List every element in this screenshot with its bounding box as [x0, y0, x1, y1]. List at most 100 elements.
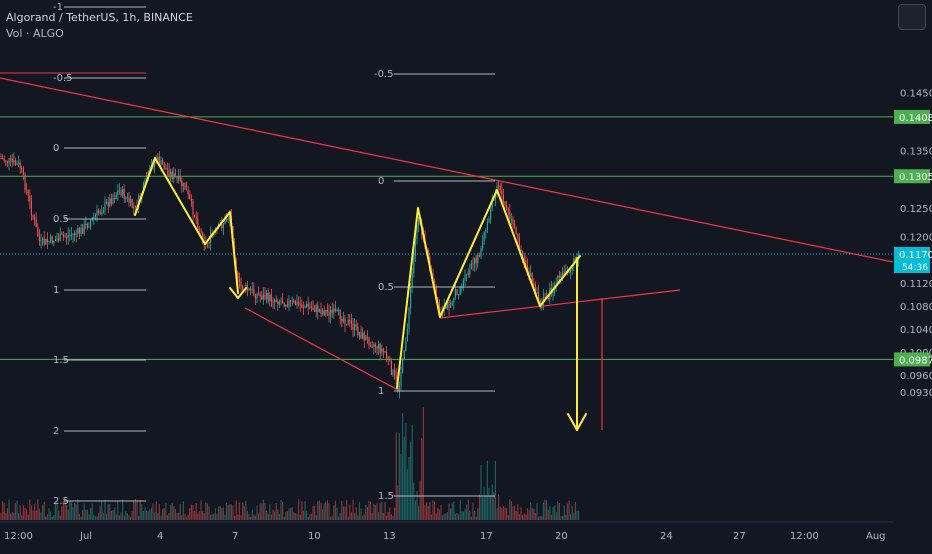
- candle-body: [288, 300, 290, 307]
- candle-body: [342, 318, 344, 322]
- volume-bar: [358, 502, 360, 520]
- volume-bar: [366, 506, 368, 520]
- candle-body: [379, 343, 381, 353]
- candle-body: [485, 229, 487, 233]
- volume-bar: [552, 507, 554, 520]
- volume-bar: [550, 514, 552, 520]
- volume-bar: [416, 491, 418, 520]
- volume-bar: [520, 507, 522, 520]
- candle-body: [398, 385, 400, 391]
- volume-bar: [302, 510, 304, 520]
- candle-body: [571, 265, 573, 271]
- candle-body: [154, 158, 156, 168]
- candle-body: [518, 237, 520, 250]
- time-tick-label: 17: [480, 531, 493, 542]
- candle-body: [274, 299, 276, 303]
- candle-body: [99, 212, 101, 214]
- volume-bar: [286, 511, 288, 520]
- candle-body: [290, 300, 292, 302]
- candle-body: [6, 161, 8, 163]
- price-tick-label: 0.1450: [900, 89, 932, 100]
- candle-body: [283, 303, 285, 307]
- candle-body: [323, 310, 325, 315]
- volume-bar: [77, 499, 79, 520]
- candle-body: [43, 238, 45, 245]
- candle-body: [536, 292, 538, 294]
- volume-bar: [243, 505, 245, 520]
- volume-bar: [229, 504, 231, 520]
- candle-body: [104, 202, 106, 211]
- candle-body: [498, 185, 500, 187]
- candle-body: [256, 293, 258, 299]
- volume-bar: [432, 500, 434, 520]
- volume-bar: [365, 504, 367, 520]
- volume-bar: [270, 514, 272, 520]
- candle-body: [278, 301, 280, 305]
- candle-body: [133, 207, 135, 209]
- candle-body: [341, 319, 343, 322]
- left-zigzag: [134, 157, 239, 294]
- candle-body: [82, 227, 84, 234]
- candle-body: [194, 214, 196, 217]
- volume-bar: [221, 507, 223, 520]
- candle-body: [62, 234, 64, 237]
- volume-bar: [66, 504, 68, 520]
- volume-bar: [70, 502, 72, 520]
- volume-bar: [418, 506, 420, 520]
- volume-bar: [370, 501, 372, 520]
- candle-body: [320, 309, 322, 314]
- volume-bar: [251, 509, 253, 520]
- volume-bar: [464, 509, 466, 520]
- price-label-text: 0.1408: [899, 113, 932, 124]
- volume-bar: [469, 510, 471, 520]
- volume-bar: [120, 512, 122, 520]
- candle-body: [360, 332, 362, 339]
- volume-bar: [394, 507, 396, 520]
- volume-bar: [157, 512, 159, 520]
- candle-body: [42, 238, 44, 240]
- volume-bar: [34, 503, 36, 520]
- volume-bar: [200, 500, 202, 520]
- fib-level-label: 0: [378, 176, 384, 187]
- chart-settings-button[interactable]: [898, 4, 926, 30]
- volume-bar: [26, 509, 28, 520]
- candle-body: [301, 304, 303, 308]
- volume-bar: [226, 502, 228, 520]
- volume-bar: [560, 516, 562, 520]
- candle-body: [395, 375, 397, 381]
- volume-bar: [426, 502, 428, 520]
- candle-body: [446, 302, 448, 309]
- candle-body: [200, 230, 202, 232]
- candle-body: [21, 167, 23, 170]
- volume-indicator-label[interactable]: Vol · ALGO: [6, 27, 64, 40]
- volume-bar: [309, 514, 311, 520]
- candle-body: [450, 305, 452, 308]
- candle-body: [282, 300, 284, 304]
- volume-bar: [472, 502, 474, 520]
- candle-body: [165, 168, 167, 170]
- volume-bar: [533, 508, 535, 520]
- candle-body: [374, 344, 376, 347]
- volume-bar: [398, 432, 400, 520]
- candle-body: [149, 167, 151, 172]
- candle-body: [557, 276, 559, 284]
- volume-bar: [304, 501, 306, 520]
- volume-bar: [528, 510, 530, 520]
- volume-bar: [51, 516, 53, 520]
- volume-bar: [195, 503, 197, 520]
- candle-body: [18, 162, 20, 164]
- neckline: [439, 289, 681, 319]
- volume-bar: [59, 515, 61, 520]
- volume-bar: [555, 512, 557, 520]
- candle-body: [115, 195, 117, 199]
- volume-bar: [368, 500, 370, 520]
- volume-bar: [357, 515, 359, 520]
- volume-bar: [326, 500, 328, 520]
- candle-body: [507, 208, 509, 212]
- volume-bar: [0, 512, 2, 520]
- volume-bar: [237, 514, 239, 520]
- candle-body: [346, 324, 348, 326]
- candle-body: [310, 306, 312, 308]
